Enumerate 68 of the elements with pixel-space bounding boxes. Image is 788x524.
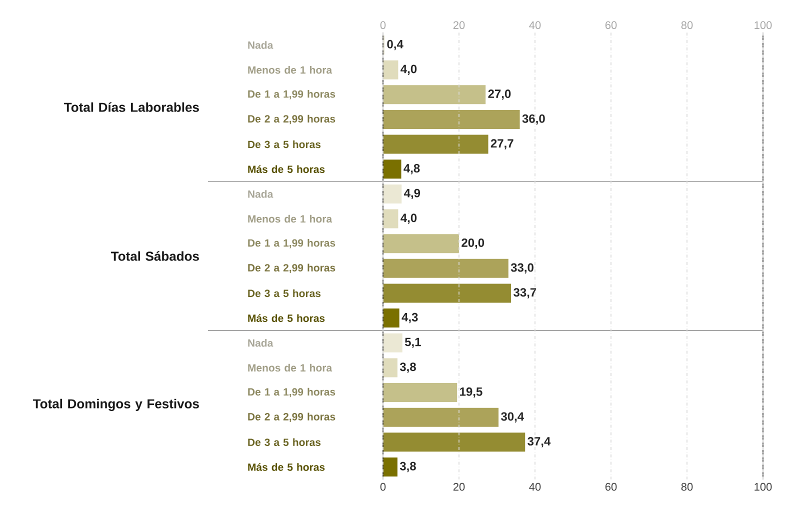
- x2-tick-label: 0: [380, 482, 386, 491]
- data-label: 33,7: [514, 288, 536, 298]
- data-label: 4,9: [404, 188, 420, 200]
- y-tick-label: Nada: [248, 339, 274, 347]
- y-tick-label: Más de 5 horas: [248, 463, 325, 471]
- data-label: 20,0: [462, 238, 484, 249]
- y-tick-label: De 2 a 2,99 horas: [248, 412, 336, 422]
- text: Total Sábados: [111, 251, 199, 261]
- y-tick-label: Menos de 1 hora: [248, 214, 332, 223]
- bar: [383, 432, 526, 452]
- bar: [383, 358, 398, 378]
- y-tick-label: Menos de 1 hora: [248, 66, 332, 74]
- bar: [383, 110, 520, 129]
- y-tick-label: De 3 a 5 horas: [248, 438, 321, 446]
- data-label: 3,8: [400, 362, 416, 373]
- x2-tick-label: 20: [453, 482, 465, 491]
- data-label: 4,0: [400, 214, 417, 224]
- y-tick-label: De 2 a 2,99 horas: [248, 114, 336, 124]
- x2-tick-label: 40: [529, 482, 541, 491]
- text: Total Días Laborables: [64, 102, 199, 112]
- bar: [383, 209, 398, 228]
- data-label: 5,1: [404, 338, 421, 348]
- data-label: 0,4: [387, 40, 404, 50]
- bar: [383, 85, 486, 104]
- x-tick-label: 100: [754, 21, 772, 30]
- x2-tick-label: 100: [754, 482, 772, 491]
- y-tick-label: Menos de 1 hora: [248, 364, 332, 372]
- data-label: 27,0: [488, 90, 511, 100]
- y-tick-label: De 2 a 2,99 horas: [248, 264, 336, 274]
- x2-tick-label: 80: [681, 482, 693, 491]
- bar: [383, 333, 402, 352]
- bar: [383, 184, 402, 204]
- data-label: 37,4: [528, 437, 551, 448]
- data-label: 3,8: [400, 462, 416, 472]
- data-label: 4,3: [402, 312, 418, 324]
- bar: [383, 134, 488, 154]
- bar: [383, 234, 459, 254]
- bar: [383, 408, 499, 427]
- data-label: 19,5: [460, 387, 482, 398]
- text: Total Domingos y Festivos: [33, 398, 199, 412]
- bar: [383, 160, 402, 179]
- bar: [383, 258, 508, 278]
- bar: [383, 60, 398, 80]
- bar: [383, 457, 398, 476]
- bar: [383, 284, 512, 303]
- x-tick-label: 20: [453, 21, 465, 30]
- data-label: 4,8: [404, 164, 420, 174]
- y-tick-label: De 1 a 1,99 horas: [248, 238, 336, 248]
- y-tick-label: De 1 a 1,99 horas: [248, 388, 336, 398]
- y-tick-label: Nada: [248, 41, 274, 49]
- x-tick-label: 60: [605, 21, 617, 30]
- data-label: 27,7: [490, 139, 514, 150]
- y-tick-label: Más de 5 horas: [248, 165, 325, 174]
- data-label: 33,0: [510, 263, 534, 274]
- x2-tick-label: 60: [605, 482, 617, 491]
- x-tick-label: 80: [681, 21, 693, 30]
- data-label: 4,0: [400, 64, 417, 75]
- bar: [383, 383, 458, 402]
- y-tick-label: De 3 a 5 horas: [248, 289, 321, 298]
- data-label: 36,0: [522, 114, 545, 125]
- y-tick-label: De 3 a 5 horas: [248, 140, 321, 148]
- bar: [383, 308, 400, 328]
- y-tick-label: Más de 5 horas: [248, 314, 325, 322]
- x-tick-label: 40: [529, 21, 541, 30]
- data-label: 30,4: [501, 412, 524, 422]
- x-tick-label: 0: [380, 21, 386, 30]
- y-tick-label: De 1 a 1,99 horas: [248, 90, 336, 100]
- y-tick-label: Nada: [248, 190, 274, 198]
